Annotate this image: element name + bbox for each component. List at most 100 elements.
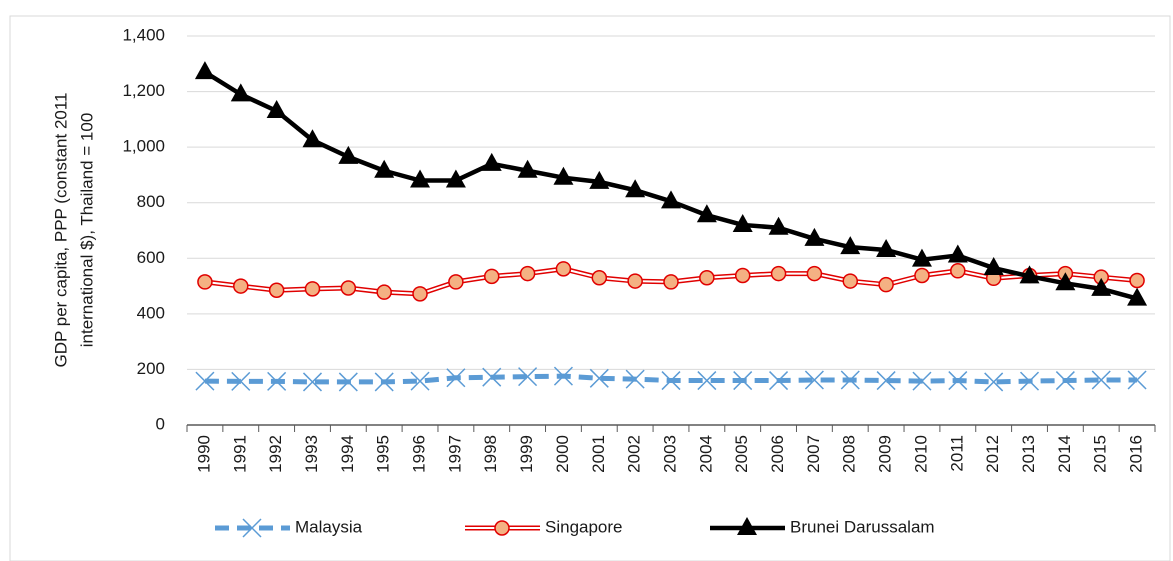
- marker: [1127, 370, 1147, 390]
- x-tick-label: 2016: [1127, 435, 1146, 473]
- x-tick-label: 2004: [696, 435, 715, 473]
- chart-frame: [9, 15, 1171, 561]
- x-tick-label: 1996: [410, 435, 429, 473]
- marker: [553, 366, 573, 386]
- x-tick-label: 2014: [1055, 435, 1074, 473]
- marker-x: [446, 368, 466, 388]
- marker: [589, 368, 609, 388]
- marker: [1091, 370, 1111, 390]
- marker: [663, 274, 679, 290]
- marker: [950, 263, 966, 279]
- marker-x: [553, 366, 573, 386]
- y-tick-label: 400: [137, 303, 165, 322]
- x-tick-label: 2002: [625, 435, 644, 473]
- marker: [697, 371, 717, 391]
- marker: [876, 238, 897, 257]
- x-tick-label: 2007: [804, 435, 823, 473]
- y-tick-label: 1,400: [122, 25, 165, 44]
- marker: [769, 371, 789, 391]
- marker: [553, 166, 574, 185]
- marker: [983, 257, 1004, 276]
- x-tick-label: 2013: [1019, 435, 1038, 473]
- x-tick-label: 2008: [840, 435, 859, 473]
- marker: [696, 204, 717, 223]
- marker: [661, 371, 681, 391]
- marker: [268, 282, 285, 298]
- marker: [519, 265, 536, 282]
- marker: [732, 213, 753, 232]
- y-tick-label: 800: [137, 192, 165, 211]
- marker-x: [589, 368, 609, 388]
- marker-x: [1127, 370, 1147, 390]
- legend-marker: [242, 518, 262, 538]
- marker: [912, 371, 932, 391]
- marker-x: [1055, 371, 1075, 391]
- legend-label: Brunei Darussalam: [790, 517, 935, 536]
- marker-x: [840, 370, 860, 390]
- marker: [1019, 371, 1040, 391]
- marker: [661, 190, 681, 209]
- marker-x: [374, 372, 394, 392]
- marker: [770, 265, 787, 282]
- marker: [876, 371, 896, 391]
- marker: [197, 274, 213, 290]
- marker-x: [661, 371, 681, 391]
- marker: [947, 244, 968, 263]
- marker-x: [1091, 370, 1111, 390]
- marker: [589, 170, 610, 189]
- marker: [555, 261, 572, 277]
- marker: [517, 159, 538, 178]
- marker: [266, 100, 287, 119]
- x-tick-label: 1997: [445, 435, 464, 473]
- marker: [233, 278, 249, 294]
- legend-marker-x: [242, 518, 262, 538]
- x-tick-label: 1998: [481, 435, 500, 473]
- x-tick-label: 2015: [1091, 435, 1110, 473]
- marker: [410, 169, 431, 188]
- x-tick-label: 1995: [374, 435, 393, 473]
- legend-marker-triangle: [737, 517, 757, 535]
- marker: [195, 371, 215, 391]
- y-tick-label: 1,000: [122, 137, 165, 156]
- marker-x: [1019, 371, 1040, 391]
- x-tick-label: 2012: [983, 435, 1002, 473]
- marker: [1091, 277, 1112, 296]
- marker: [410, 371, 430, 391]
- marker: [446, 368, 466, 388]
- marker: [1129, 272, 1145, 289]
- x-tick-label: 2009: [876, 435, 895, 473]
- marker: [230, 83, 251, 102]
- marker: [768, 216, 789, 235]
- marker-x: [733, 371, 753, 391]
- marker: [1019, 265, 1040, 284]
- marker: [412, 286, 428, 302]
- marker: [627, 273, 643, 289]
- marker: [481, 152, 502, 171]
- marker: [376, 284, 392, 300]
- marker-x: [876, 371, 896, 391]
- x-tick-label: 2011: [947, 435, 966, 472]
- marker: [302, 372, 323, 392]
- marker: [483, 268, 500, 285]
- marker-x: [912, 371, 932, 391]
- marker: [804, 227, 825, 246]
- x-tick-label: 1991: [230, 435, 249, 473]
- marker: [625, 179, 646, 198]
- marker-x: [267, 371, 287, 391]
- x-tick-label: 1993: [302, 435, 321, 473]
- marker: [840, 236, 861, 255]
- legend-marker-circle: [494, 520, 510, 536]
- x-tick-label: 2003: [660, 435, 679, 473]
- marker: [984, 372, 1004, 392]
- marker-x: [804, 370, 824, 390]
- x-tick-label: 1992: [266, 435, 285, 473]
- marker-x: [231, 371, 251, 391]
- marker: [302, 129, 323, 148]
- marker: [878, 276, 894, 293]
- x-tick-label: 2006: [768, 435, 787, 473]
- marker-x: [410, 371, 430, 391]
- legend-label: Malaysia: [295, 517, 363, 536]
- legend-marker: [737, 517, 757, 535]
- legend-marker: [494, 520, 510, 536]
